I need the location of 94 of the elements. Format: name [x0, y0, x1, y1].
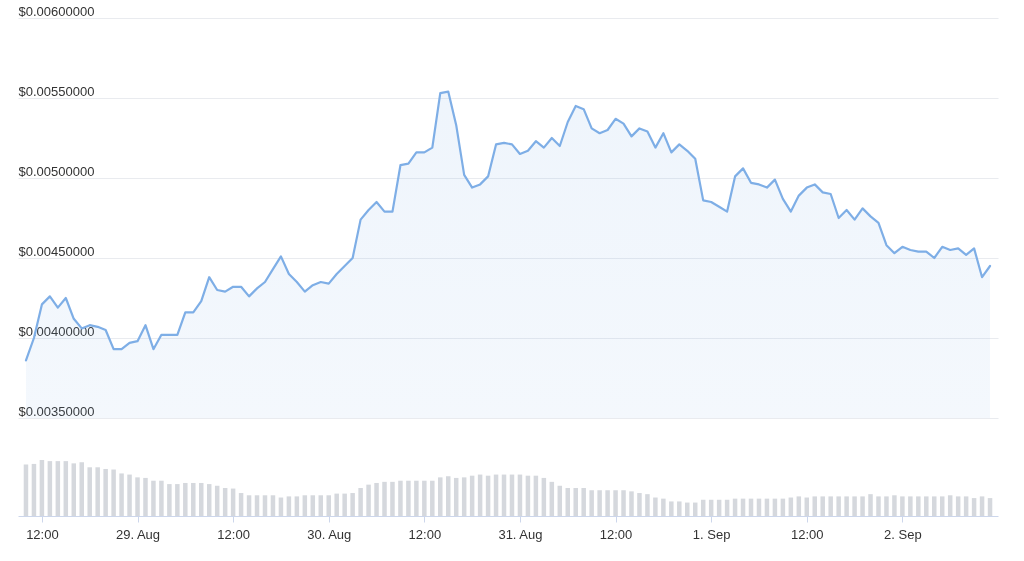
bar [430, 480, 435, 516]
bar [119, 473, 124, 516]
bar [246, 495, 252, 516]
bar [645, 494, 650, 516]
bar [254, 495, 260, 516]
bar [262, 495, 268, 516]
bar [143, 477, 148, 516]
y-tick-label: $0.00350000 [18, 403, 95, 419]
bar [95, 467, 100, 516]
bar [382, 481, 387, 516]
bar [581, 488, 586, 516]
bar [637, 493, 642, 516]
bar [286, 496, 292, 516]
bar [438, 477, 443, 516]
bar [326, 495, 331, 516]
bar [597, 490, 602, 516]
bar [621, 490, 626, 516]
bar [963, 496, 969, 516]
bar [979, 496, 985, 516]
bar [294, 496, 300, 516]
bar [334, 493, 339, 516]
bar [860, 496, 865, 516]
bar [175, 484, 180, 516]
bar [836, 496, 841, 516]
bar [868, 494, 873, 516]
bar [947, 495, 953, 516]
bar [876, 496, 881, 516]
bar [374, 482, 379, 516]
bar [87, 467, 92, 516]
x-tick-label: 29. Aug [115, 526, 161, 542]
bar [310, 495, 316, 516]
x-tick-label: 12:00 [26, 526, 59, 542]
bar [127, 474, 132, 516]
bar [398, 480, 403, 516]
bar [939, 496, 945, 516]
x-tick-label: 1. Sep [692, 526, 731, 542]
bar [406, 480, 411, 516]
bar [908, 496, 913, 516]
bar [955, 496, 961, 516]
bar [932, 496, 937, 516]
x-tick-label: 12:00 [217, 526, 250, 542]
bar [844, 496, 849, 516]
bar [828, 496, 833, 516]
y-tick-label: $0.00550000 [18, 83, 95, 99]
y-tick-label: $0.00450000 [18, 243, 95, 259]
bar [366, 484, 371, 516]
bar [924, 496, 929, 516]
bar [342, 493, 347, 516]
bar [653, 497, 658, 516]
bar [151, 480, 156, 516]
bar [422, 480, 427, 516]
x-tick-label: 12:00 [599, 526, 633, 542]
bar [461, 477, 467, 516]
bar [302, 495, 308, 516]
bar [669, 501, 674, 516]
bar [270, 495, 276, 516]
bar [183, 482, 188, 516]
bar [23, 464, 29, 516]
bar [916, 496, 921, 516]
bar [613, 490, 618, 516]
bar [629, 491, 634, 516]
x-tick-label: 30. Aug [307, 526, 352, 542]
x-tick-label: 31. Aug [498, 526, 543, 542]
bar [820, 496, 825, 516]
bar [358, 488, 363, 516]
bar [685, 502, 690, 516]
bar [900, 496, 905, 516]
bar [852, 496, 857, 516]
y-tick-label: $0.00500000 [18, 163, 95, 179]
bar [390, 481, 395, 516]
bar [199, 482, 204, 516]
bar [573, 488, 578, 516]
bar [103, 468, 108, 516]
bar [111, 469, 116, 516]
bar [661, 498, 666, 516]
x-tick-label: 2. Sep [884, 526, 922, 542]
bar [884, 496, 889, 516]
bar [414, 480, 419, 516]
x-tick-label: 12:00 [791, 526, 824, 542]
bar [350, 493, 355, 516]
bar [677, 501, 682, 516]
bar [318, 495, 324, 516]
bar [167, 484, 172, 516]
bar [605, 490, 610, 516]
bar [892, 495, 897, 516]
bar [812, 496, 817, 516]
bar [191, 482, 196, 516]
x-tick-label: 12:00 [408, 526, 442, 542]
bar [589, 490, 594, 516]
bar [135, 477, 140, 516]
bar [79, 462, 84, 516]
y-tick-label: $0.00600000 [18, 3, 95, 19]
bar [796, 496, 802, 516]
bar [159, 480, 164, 516]
